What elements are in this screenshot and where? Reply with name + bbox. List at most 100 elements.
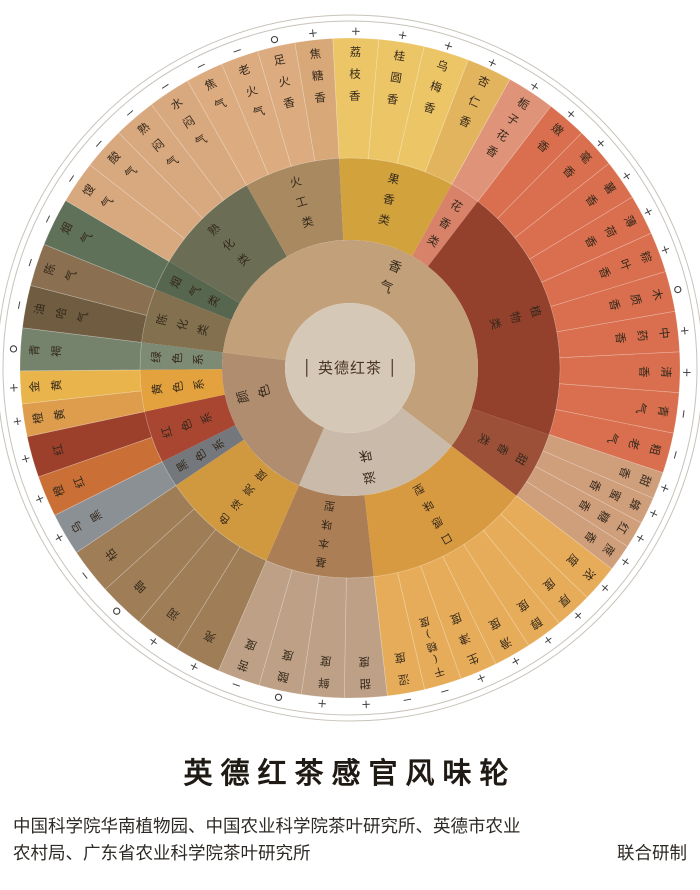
category-label: 化 <box>174 317 191 332</box>
mark-minus: − <box>438 683 452 699</box>
item-sector-焦糖香 <box>294 38 340 162</box>
item-label: 荔 <box>350 45 362 59</box>
mark-plus: + <box>677 325 692 337</box>
inner-section-label: 颜 <box>234 388 253 405</box>
category-label: 色 <box>178 417 195 433</box>
item-label: 蜜 <box>606 487 624 503</box>
inner-section-label: 味 <box>358 446 373 463</box>
rim-circle-1 <box>2 20 698 716</box>
item-label: 粗 <box>647 442 664 457</box>
inner-section-香气 <box>222 240 478 446</box>
category-label: 火 <box>288 173 303 190</box>
mark-plus: + <box>361 697 372 711</box>
category-label: 绿 <box>149 350 164 363</box>
category-sector-烟气类 <box>155 261 240 321</box>
item-label: 涩 <box>397 672 411 688</box>
category-label: 色 <box>170 380 185 393</box>
item-label: 香 <box>596 265 613 281</box>
credits: 中国科学院华南植物园、中国农业科学院茶叶研究所、英德市农业 农村局、广东省农业科… <box>0 814 700 868</box>
item-label: 津 <box>456 630 472 647</box>
item-label: 粽 <box>637 249 654 265</box>
item-label: 度 <box>280 647 295 663</box>
item-label: 薄 <box>621 213 639 230</box>
credits-line-2-text: 农村局、广东省农业科学院茶叶研究所 <box>13 844 311 865</box>
category-label: 工 <box>294 194 309 211</box>
mark-minus: − <box>676 408 691 420</box>
item-label: 枝 <box>349 67 361 81</box>
page-title: 英德红茶感官风味轮 <box>183 756 517 790</box>
item-label: 金 <box>27 380 42 393</box>
item-label: 青 <box>27 344 42 356</box>
item-label: 香 <box>616 465 633 481</box>
item-label: 中 <box>657 327 672 340</box>
page: 香气滋味颜色果香类荔枝香 + 桂圆香 + 乌梅香 + 杏仁香 + 花香类栀子花香 + 植物类嫩香 + 毫… <box>0 14 700 868</box>
item-label: 香 <box>606 297 622 312</box>
mark-minus: − <box>229 677 243 694</box>
category-label: 黄 <box>150 383 165 396</box>
item-label: 亮 <box>201 628 218 646</box>
mark-neutral <box>274 693 283 701</box>
category-sector-黑色系 <box>162 425 244 486</box>
mark-plus: + <box>10 415 25 427</box>
credits-line-2: 农村局、广东省农业科学院茶叶研究所 联合研制 <box>13 841 687 868</box>
mark-minus: − <box>230 42 244 59</box>
category-sector-绿色系 <box>140 342 223 370</box>
center-circle <box>285 303 415 433</box>
category-label: 本 <box>317 536 330 551</box>
item-label: 气 <box>62 268 79 284</box>
category-sector-基本味型 <box>266 485 374 578</box>
category-sector-陈化类 <box>141 289 232 353</box>
mark-minus: − <box>668 448 684 461</box>
item-label: 香 <box>349 89 361 103</box>
category-label: 红 <box>158 424 175 439</box>
item-label: 红 <box>70 474 87 490</box>
item-label: 油 <box>32 302 48 316</box>
item-label: 香 <box>386 91 400 107</box>
item-label: 黄 <box>49 379 64 391</box>
item-label: 糖 <box>311 68 324 83</box>
item-label: 生 <box>465 650 481 667</box>
item-label: 焦 <box>309 46 322 61</box>
category-sector-植物类 <box>427 201 560 435</box>
category-sector-红色系 <box>144 394 236 462</box>
item-label: 哈 <box>53 306 69 320</box>
item-label: 红 <box>50 442 67 457</box>
item-label: ) <box>424 627 431 640</box>
item-label: 青 <box>655 405 670 418</box>
mark-plus: + <box>474 670 489 687</box>
inner-section-label: 香 <box>386 258 404 277</box>
item-label: 陈 <box>41 261 58 277</box>
item-label: 清 <box>659 366 673 378</box>
category-label: 物 <box>507 310 524 325</box>
category-sector-色泽亮度 <box>175 439 299 561</box>
mark-plus: + <box>657 243 674 257</box>
inner-section-颜色 <box>221 352 325 486</box>
item-label: 香 <box>314 90 327 105</box>
mark-plus: + <box>351 24 361 38</box>
item-label: 香 <box>637 366 651 378</box>
item-label: 足 <box>272 52 287 68</box>
category-label: 色 <box>170 352 185 365</box>
item-label: 黄 <box>52 408 68 422</box>
item-label: 橙 <box>30 411 46 425</box>
item-label: 香 <box>422 100 438 117</box>
item-label: 香 <box>282 95 297 111</box>
category-label: 香 <box>382 191 397 207</box>
item-label: 鲜 <box>317 675 330 690</box>
category-label: 类 <box>487 316 504 332</box>
mark-neutral <box>9 345 18 353</box>
item-label: 药 <box>635 329 650 342</box>
category-sector-口感味型 <box>364 445 517 577</box>
category-label: 烟 <box>167 274 185 291</box>
inner-section-label: 滋 <box>361 468 376 485</box>
mark-plus: + <box>307 25 319 40</box>
item-label: 气 <box>604 431 621 446</box>
item-label: 气 <box>633 402 648 416</box>
item-label: 气 <box>251 103 267 120</box>
mark-plus: + <box>442 38 456 54</box>
category-sector-果香类 <box>339 158 452 257</box>
mark-neutral <box>113 607 121 615</box>
item-label: 糙 <box>424 639 438 655</box>
category-label: 基 <box>315 555 328 569</box>
category-sector-黄色系 <box>140 369 225 412</box>
